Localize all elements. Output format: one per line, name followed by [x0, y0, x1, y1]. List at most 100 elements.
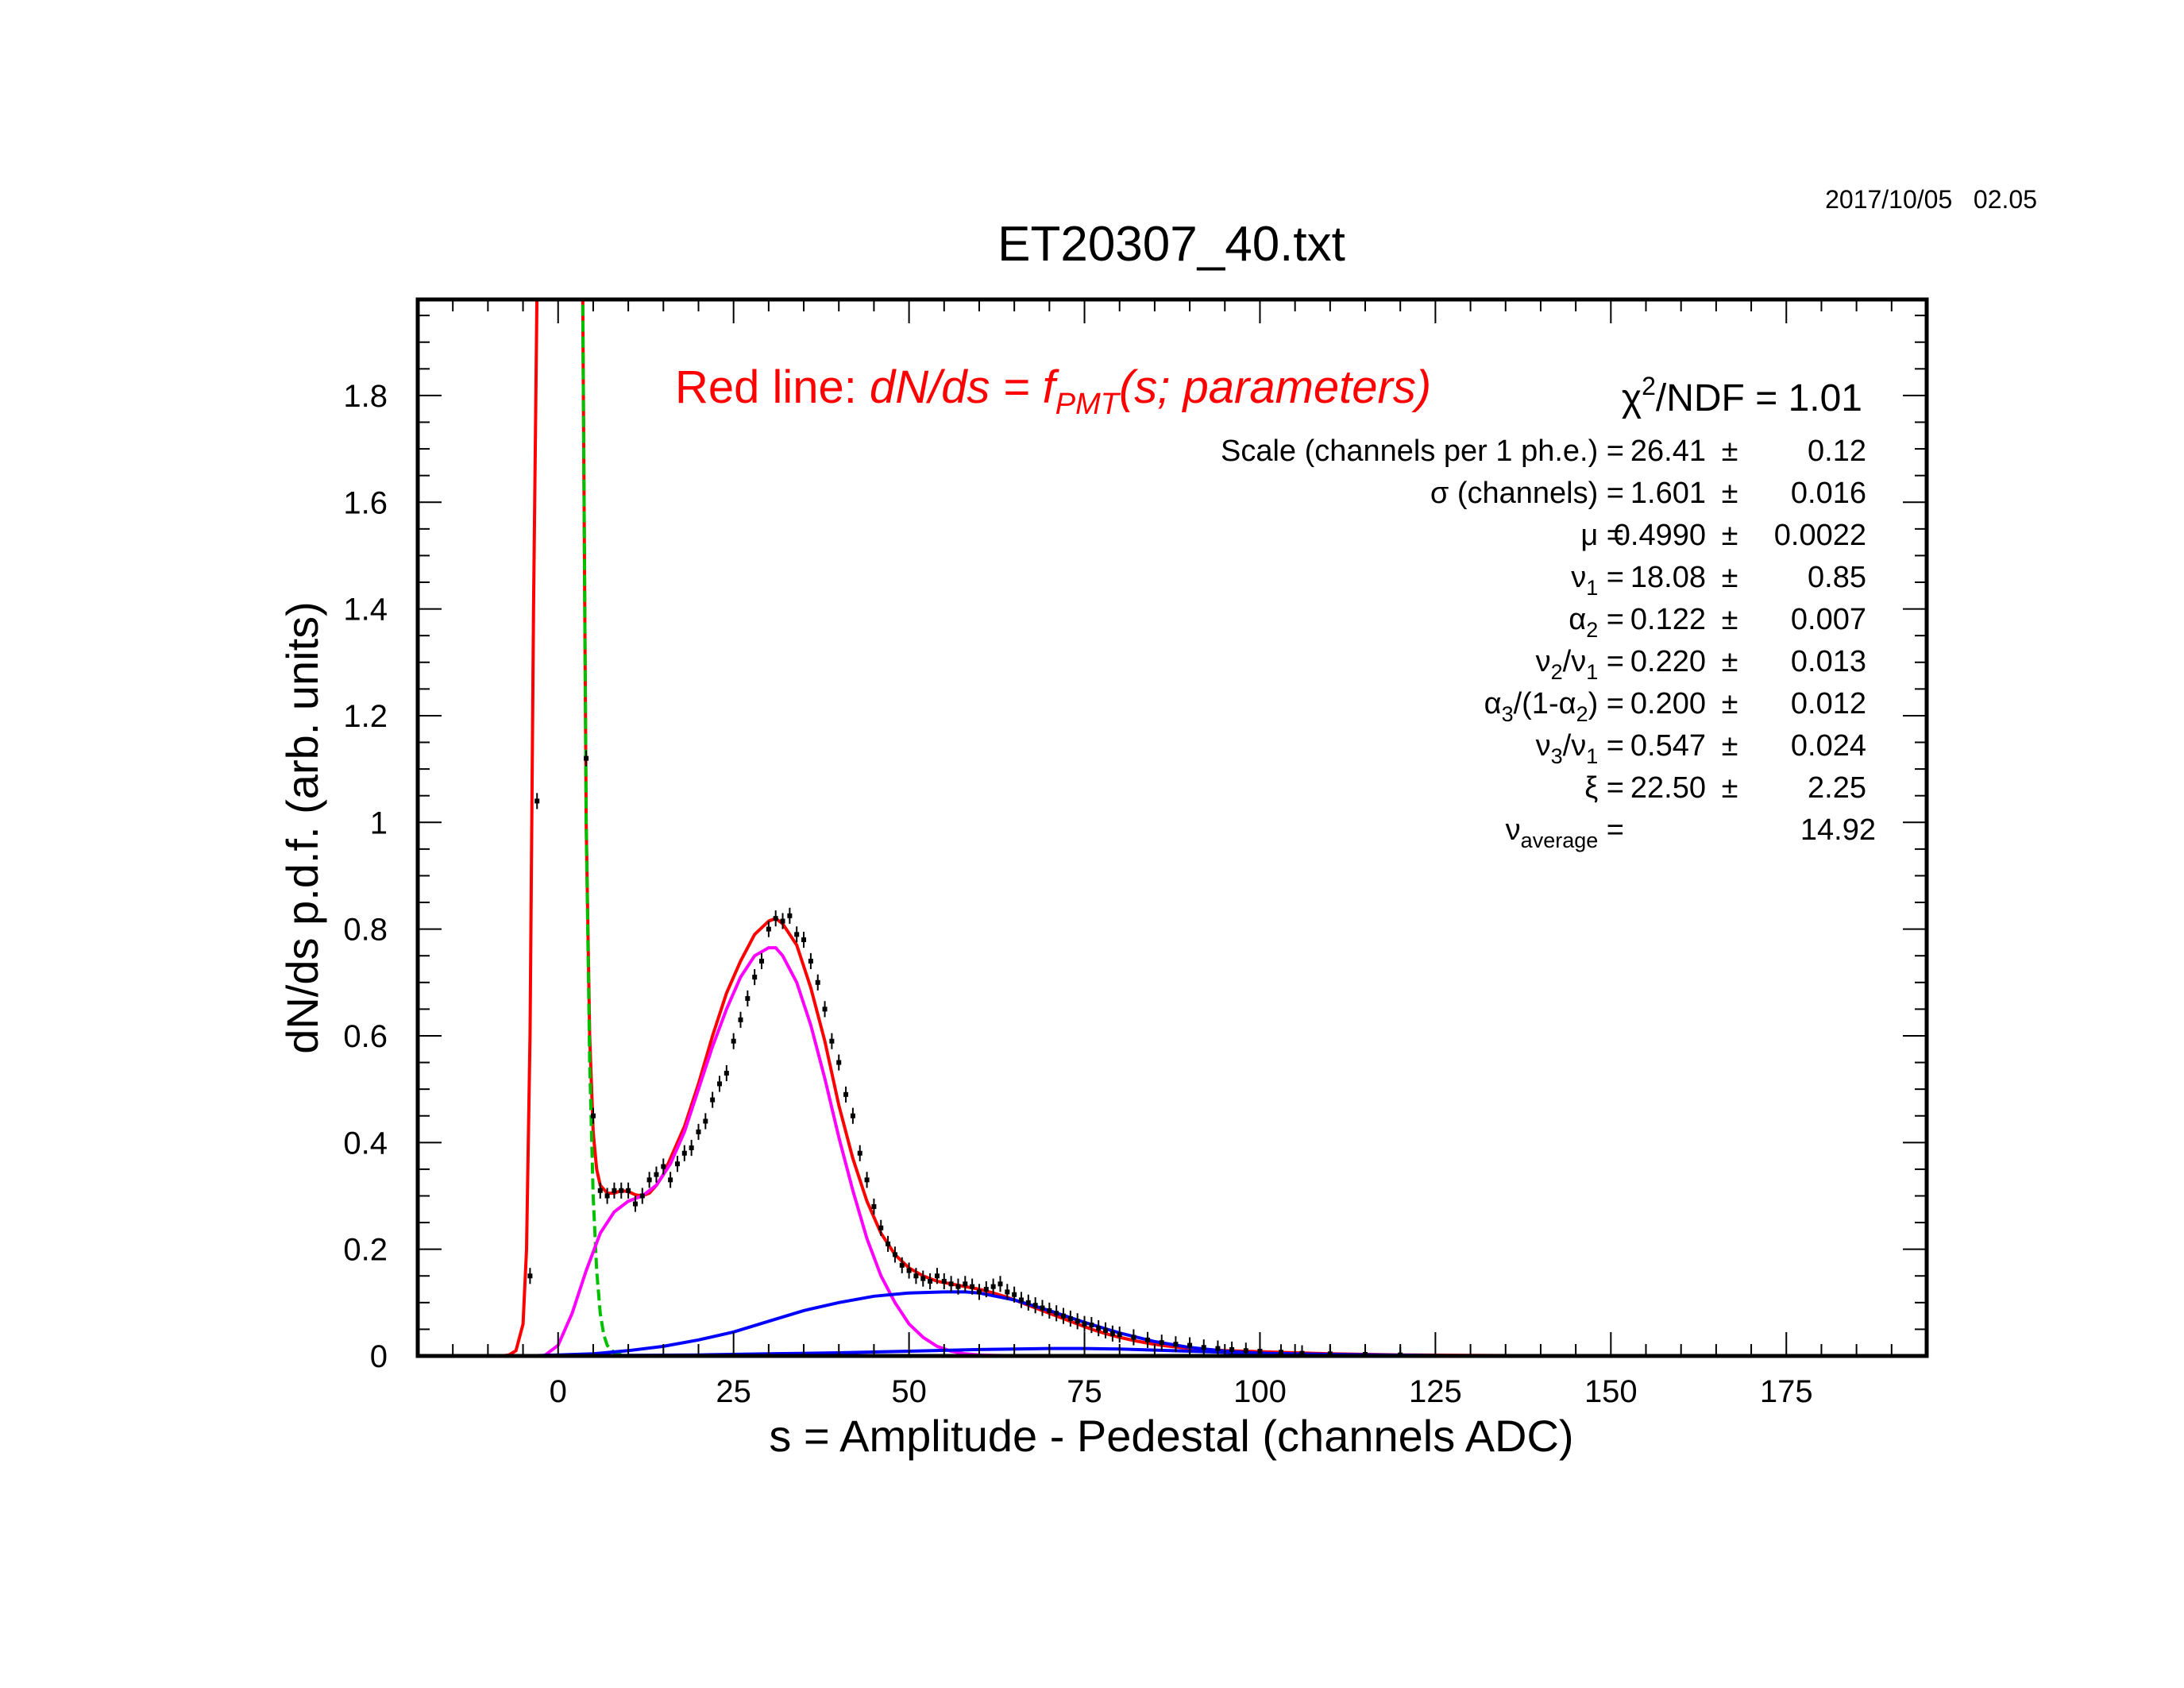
data-point [639, 1188, 645, 1204]
data-point [983, 1280, 989, 1298]
fit-param-label: ν3/ν1 = [1536, 729, 1624, 768]
data-point [913, 1268, 919, 1284]
fit-param-label: α3/(1-α2) = [1484, 687, 1624, 726]
data-point [955, 1278, 961, 1295]
fit-param-label: ν1 = [1571, 561, 1624, 600]
data-point [1243, 1342, 1248, 1356]
data-point [654, 1166, 659, 1183]
timestamp: 2017/10/05 02.05 [1825, 185, 2037, 214]
fit-param-error: 0.0022 [1774, 519, 1866, 552]
data-point [1005, 1284, 1010, 1300]
data-point [590, 1107, 596, 1124]
fit-curve-2 [542, 946, 1050, 1356]
data-point [646, 1172, 652, 1188]
x-tick-label: 125 [1409, 1374, 1462, 1409]
data-point [619, 1182, 624, 1199]
data-point [604, 1188, 610, 1204]
fit-param-value: 22.50 [1630, 771, 1706, 805]
fit-param-label: α2 = [1569, 603, 1624, 642]
fit-param-error: 0.024 [1791, 729, 1866, 763]
fit-param-pm: ± [1722, 561, 1738, 594]
plot-frame [415, 297, 1929, 1358]
data-point [710, 1091, 716, 1108]
data-point [1109, 1325, 1115, 1342]
legend-formula: dN/ds = f [870, 361, 1060, 413]
fit-param-value: 0.200 [1630, 687, 1706, 720]
data-point [850, 1107, 855, 1124]
fit-param-error: 2.25 [1808, 771, 1866, 805]
legend-prefix: Red line: [675, 361, 870, 413]
data-point [1047, 1302, 1052, 1319]
data-point [836, 1054, 842, 1071]
x-tick-label: 75 [1067, 1374, 1102, 1409]
data-point [815, 974, 820, 991]
data-point [1019, 1292, 1024, 1308]
fit-param-pm: ± [1722, 771, 1738, 805]
fit-param-error: 0.016 [1791, 477, 1866, 510]
data-point [1089, 1316, 1094, 1334]
data-point [681, 1145, 687, 1161]
data-point [703, 1113, 708, 1130]
fit-param-error: 0.007 [1791, 603, 1866, 636]
data-point [1299, 1345, 1305, 1356]
data-point [723, 1064, 729, 1082]
fit-param-value: 0.122 [1630, 603, 1706, 636]
data-point [626, 1182, 631, 1199]
x-tick-label: 0 [550, 1374, 567, 1409]
fit-param-pm: ± [1722, 519, 1738, 552]
data-point [864, 1172, 870, 1188]
data-point [1012, 1286, 1017, 1303]
x-tick-label: 175 [1760, 1374, 1813, 1409]
y-tick-label: 1.4 [343, 593, 388, 628]
data-point [1054, 1305, 1059, 1322]
data-point [1032, 1297, 1038, 1314]
data-point [1075, 1313, 1080, 1330]
data-point [1025, 1294, 1031, 1311]
data-point [990, 1278, 996, 1295]
chart-title: ET20307_40.txt [997, 217, 1345, 272]
data-point [1040, 1300, 1045, 1316]
data-point [1131, 1329, 1136, 1346]
legend-subscript: PMT [1055, 388, 1121, 421]
data-point [794, 926, 800, 943]
data-point [752, 969, 758, 986]
fit-param-label: μ = [1580, 519, 1624, 552]
data-point [1067, 1310, 1073, 1327]
data-point [1173, 1336, 1179, 1353]
data-point [668, 1172, 673, 1188]
data-point [1082, 1315, 1087, 1332]
x-tick-label: 25 [716, 1374, 751, 1409]
y-tick-label: 0.4 [343, 1126, 388, 1161]
data-point [612, 1182, 617, 1199]
legend-suffix: (s; parameters) [1119, 361, 1431, 413]
data-point [857, 1145, 862, 1161]
data-point [934, 1268, 940, 1284]
fit-param-error: 0.013 [1791, 645, 1866, 678]
data-point [780, 913, 785, 929]
data-point [1061, 1308, 1067, 1324]
y-tick-label: 0 [370, 1339, 388, 1374]
fit-param-pm: ± [1722, 477, 1738, 510]
fit-param-pm: ± [1722, 729, 1738, 763]
data-point [674, 1156, 680, 1172]
data-point [1201, 1339, 1206, 1356]
data-point [970, 1278, 975, 1295]
x-axis-label: s = Amplitude - Pedestal (channels ADC) [769, 1411, 1573, 1461]
data-point [632, 1196, 638, 1212]
data-point [1096, 1319, 1102, 1337]
data-point [534, 793, 540, 809]
fit-param-value: 14.92 [1800, 813, 1876, 847]
x-tick-label: 150 [1584, 1374, 1638, 1409]
data-point [745, 990, 751, 1007]
data-point [886, 1235, 891, 1253]
chi2-ndf: χ2/NDF = 1.01 [1622, 372, 1862, 419]
data-point [661, 1158, 666, 1175]
y-tick-label: 0.6 [343, 1019, 388, 1054]
data-point [696, 1123, 701, 1140]
fit-param-error: 0.12 [1808, 435, 1866, 468]
data-point [808, 952, 813, 970]
data-point [597, 1182, 603, 1199]
data-point [1145, 1331, 1151, 1348]
y-tick-label: 1.8 [343, 379, 388, 414]
data-point [928, 1273, 933, 1290]
